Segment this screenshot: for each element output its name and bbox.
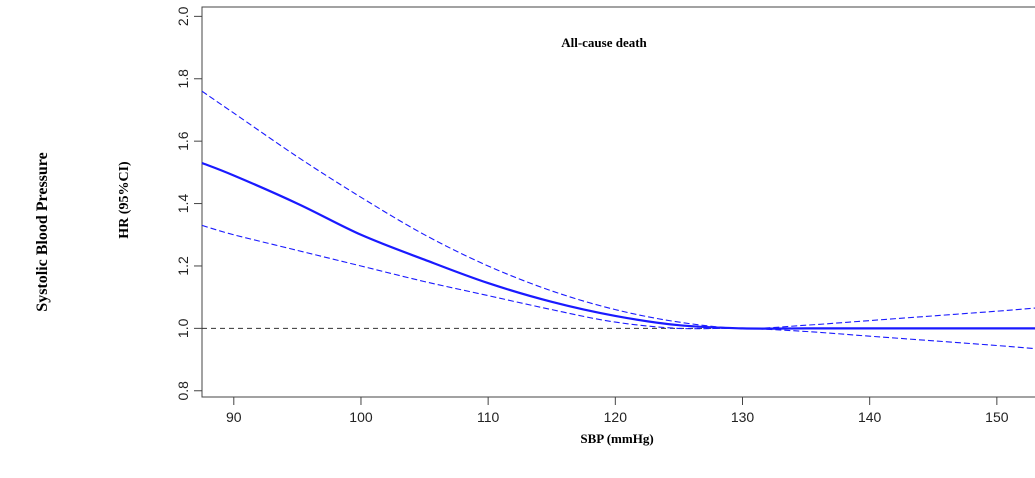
ci-lower-line <box>201 224 1035 350</box>
series-layer <box>201 90 1035 350</box>
y-tick-label: 2.0 <box>175 6 191 26</box>
hr-estimate-line <box>201 161 1035 330</box>
plot-frame <box>201 6 1035 398</box>
ci-upper-line <box>201 90 1035 330</box>
y-tick-label: 1.8 <box>175 69 191 89</box>
x-tick-label: 90 <box>226 409 242 425</box>
x-tick-label: 150 <box>985 409 1009 425</box>
x-axis: 90 100 110 120 130 140 150 <box>226 397 1009 425</box>
x-tick-label: 110 <box>477 409 500 425</box>
x-tick-label: 120 <box>604 409 628 425</box>
y-tick-label: 1.4 <box>175 194 191 214</box>
x-tick-label: 130 <box>731 409 755 425</box>
y-tick-label: 0.8 <box>175 381 191 401</box>
y-tick-label: 1.6 <box>175 131 191 151</box>
y-tick-label: 1.0 <box>175 318 191 338</box>
side-label: Systolic Blood Pressure <box>34 152 51 311</box>
y-axis-label: HR (95%CI) <box>117 161 132 239</box>
y-tick-label: 1.2 <box>175 256 191 276</box>
y-axis: 0.8 1.0 1.2 1.4 1.6 1.8 2.0 <box>175 6 202 400</box>
x-tick-label: 100 <box>349 409 373 425</box>
x-axis-label: SBP (mmHg) <box>580 431 653 446</box>
x-tick-label: 140 <box>858 409 882 425</box>
chart-title: All-cause death <box>561 35 647 50</box>
